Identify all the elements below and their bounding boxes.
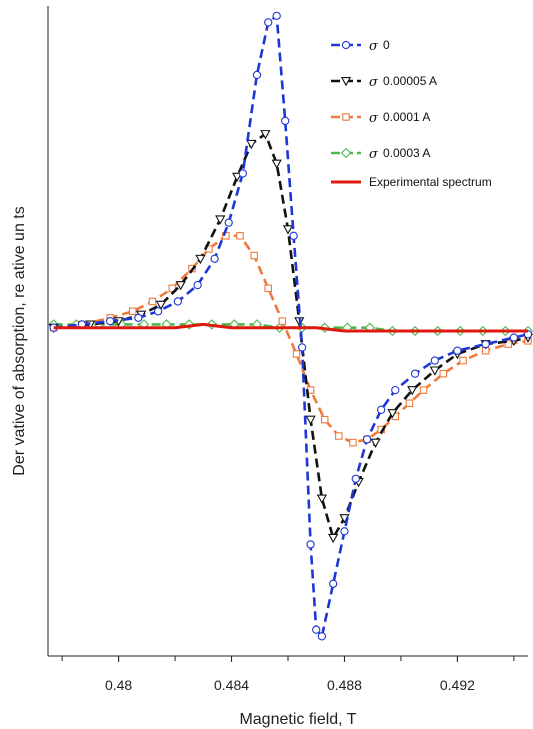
data-point	[362, 435, 372, 444]
data-point	[405, 399, 414, 407]
data-point	[320, 415, 329, 424]
series-line	[53, 322, 528, 333]
data-point	[252, 70, 262, 80]
x-tick-label: 0.48	[105, 677, 132, 693]
legend-item: σ 0.0001 A	[331, 110, 430, 126]
data-point	[504, 340, 512, 348]
series-layer	[48, 11, 533, 641]
y-axis-title: Der vative of absorption, re ative un ts	[11, 206, 28, 475]
legend-label: 0.0001 A	[383, 110, 430, 124]
data-point	[264, 18, 273, 27]
data-point	[173, 297, 183, 306]
legend-item: σ 0.00005 A	[331, 74, 437, 90]
data-point	[193, 280, 202, 290]
data-point	[312, 625, 321, 634]
series-line	[53, 234, 529, 444]
data-point	[224, 218, 233, 227]
legend-sigma-symbol: σ	[369, 39, 379, 54]
data-point	[316, 494, 328, 504]
legend-sigma-symbol: σ	[369, 147, 379, 162]
legend-item: Experimental spectrum	[331, 175, 492, 189]
data-point	[238, 169, 247, 178]
data-point	[168, 284, 176, 293]
data-point	[351, 474, 360, 483]
data-point	[195, 254, 206, 265]
data-point	[215, 215, 226, 225]
legend-sigma-symbol: σ	[369, 111, 379, 126]
data-point	[342, 113, 350, 121]
data-point	[246, 139, 257, 150]
data-point	[340, 77, 352, 87]
data-point	[419, 386, 428, 394]
x-tick-label: 0.484	[214, 677, 249, 693]
data-point	[281, 116, 290, 126]
data-point	[429, 366, 440, 376]
data-point	[509, 333, 519, 342]
data-point	[387, 409, 398, 419]
series-4	[53, 322, 528, 333]
data-point	[349, 438, 357, 447]
data-point	[278, 317, 287, 325]
legend-sigma-symbol: σ	[369, 75, 379, 90]
legend: σ 0σ 0.00005 Aσ 0.0001 Aσ 0.0003 AExperiment…	[331, 38, 492, 189]
legend-label: 0.00005 A	[383, 74, 437, 88]
data-point	[128, 307, 137, 316]
data-point	[377, 405, 386, 414]
data-point	[271, 159, 282, 169]
data-point	[317, 632, 327, 641]
data-point	[306, 540, 315, 549]
data-point	[134, 313, 143, 323]
x-axis-title: Magnetic field, T	[239, 711, 356, 728]
data-point	[370, 438, 381, 448]
data-point	[453, 346, 462, 355]
data-point	[439, 369, 448, 378]
data-point	[210, 254, 219, 263]
data-point	[260, 130, 271, 140]
data-point	[289, 231, 298, 240]
legend-label: Experimental spectrum	[369, 175, 492, 189]
data-point	[391, 385, 400, 395]
x-tick-label: 0.492	[440, 677, 475, 693]
legend-item: σ 0.0003 A	[331, 146, 430, 162]
series-2	[49, 232, 532, 447]
data-point	[410, 369, 420, 378]
data-point	[155, 300, 167, 311]
data-point	[292, 350, 301, 358]
data-point	[335, 432, 343, 440]
data-point	[105, 317, 115, 326]
series-0	[49, 11, 533, 641]
data-point	[153, 307, 163, 316]
data-point	[175, 281, 186, 291]
data-point	[297, 343, 307, 352]
x-tick-label: 0.488	[327, 677, 362, 693]
legend-label: 0	[383, 38, 390, 52]
legend-label: 0.0003 A	[383, 146, 430, 160]
data-point	[272, 11, 281, 20]
data-point	[148, 297, 157, 306]
data-point	[329, 579, 338, 588]
data-point	[459, 356, 467, 365]
data-point	[407, 386, 418, 396]
data-point	[264, 284, 272, 293]
data-point	[340, 527, 349, 536]
data-point	[341, 40, 351, 50]
data-point	[340, 147, 352, 159]
data-point	[305, 415, 316, 425]
data-point	[282, 225, 294, 235]
x-axis-ticks: 0.48 0.484 0.488 0.492	[61, 656, 515, 693]
data-point	[430, 356, 439, 365]
data-point	[328, 533, 339, 544]
data-point	[481, 339, 490, 349]
data-point	[250, 251, 258, 260]
data-point	[236, 232, 244, 240]
